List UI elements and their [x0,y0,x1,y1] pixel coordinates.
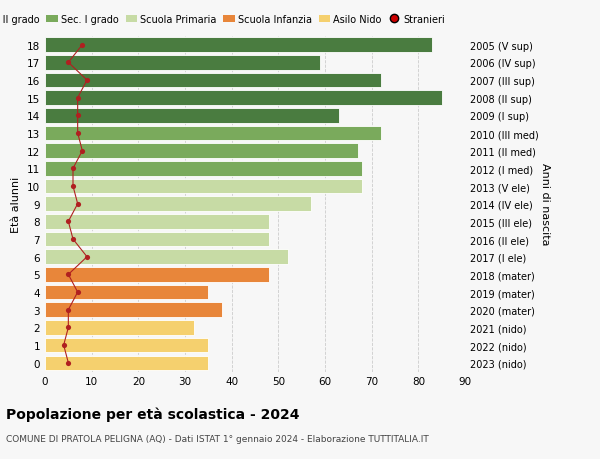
Point [82,77,92,84]
Bar [45,338,208,353]
Point [82,253,92,261]
Point [59,341,68,349]
Legend: Sec. II grado, Sec. I grado, Scuola Primaria, Scuola Infanzia, Asilo Nido, Stran: Sec. II grado, Sec. I grado, Scuola Prim… [0,11,449,28]
Bar [45,250,287,264]
Point [64,60,73,67]
Bar [45,109,339,123]
Bar [45,285,208,300]
Bar [45,144,358,158]
Point [73,201,82,208]
Bar [45,197,311,212]
Point [73,130,82,137]
Bar [45,232,269,247]
Text: Popolazione per età scolastica - 2024: Popolazione per età scolastica - 2024 [6,406,299,421]
Bar [45,91,442,106]
Point [64,271,73,279]
Bar [45,127,381,141]
Point [73,289,82,296]
Text: COMUNE DI PRATOLA PELIGNA (AQ) - Dati ISTAT 1° gennaio 2024 - Elaborazione TUTTI: COMUNE DI PRATOLA PELIGNA (AQ) - Dati IS… [6,434,429,443]
Bar [45,56,320,70]
Bar [45,320,194,335]
Point [68,165,78,173]
Bar [45,38,433,53]
Bar [45,215,269,229]
Y-axis label: Anni di nascita: Anni di nascita [540,163,550,246]
Bar [45,162,362,176]
Bar [45,268,269,282]
Point [64,324,73,331]
Point [77,42,87,49]
Bar [45,303,223,317]
Point [77,148,87,155]
Point [73,95,82,102]
Point [73,112,82,120]
Point [64,218,73,225]
Point [68,183,78,190]
Bar [45,179,362,194]
Bar [45,356,208,370]
Point [64,307,73,314]
Point [68,236,78,243]
Point [64,359,73,367]
Bar [45,73,381,88]
Y-axis label: Età alunni: Età alunni [11,176,22,232]
